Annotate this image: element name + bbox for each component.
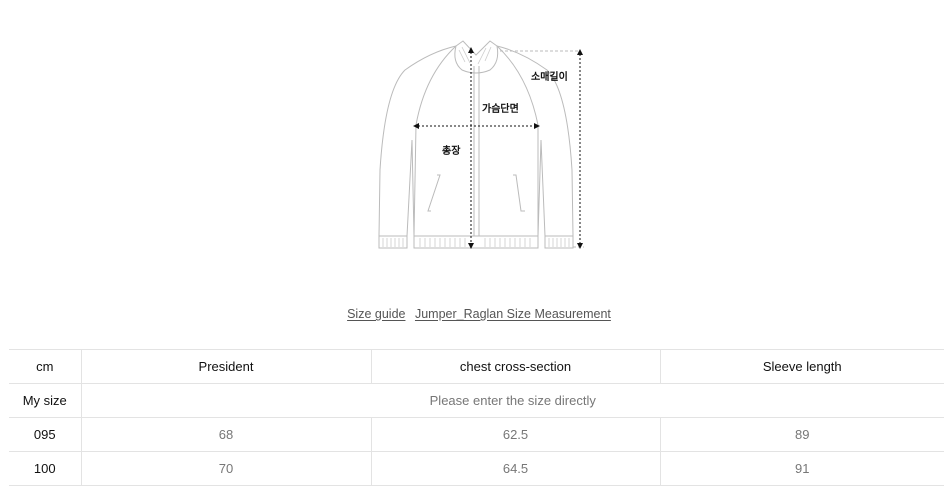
sleeve-length-label: 소매길이: [531, 70, 568, 83]
size-guide-link[interactable]: Size guide: [347, 307, 406, 321]
size-label: 095: [9, 417, 81, 452]
total-length-label: 총장: [442, 144, 461, 157]
header-chest: chest cross-section: [370, 349, 660, 384]
my-size-input[interactable]: Please enter the size directly: [80, 383, 944, 418]
measurement-title-link[interactable]: Jumper_Raglan Size Measurement: [414, 307, 611, 321]
chest-label: 가슴단면: [482, 102, 519, 115]
jacket-measurement-diagram: 소매길이 가슴단면 총장: [378, 40, 584, 249]
my-size-row: My size Please enter the size directly: [9, 383, 944, 418]
size-label: 100: [9, 451, 81, 486]
table-row: 095 68 62.5 89: [9, 417, 944, 452]
header-sleeve: Sleeve length: [659, 349, 944, 384]
cell-total-length: 70: [80, 451, 371, 486]
cell-sleeve: 89: [659, 417, 944, 452]
table-row: 100 70 64.5 91: [9, 451, 944, 486]
size-guide-caption: Size guide Jumper_Raglan Size Measuremen…: [0, 307, 944, 321]
size-table: cm President chest cross-section Sleeve …: [9, 349, 944, 486]
cell-chest: 62.5: [370, 417, 660, 452]
cell-total-length: 68: [80, 417, 371, 452]
cell-chest: 64.5: [370, 451, 660, 486]
my-size-label: My size: [9, 383, 81, 418]
table-header-row: cm President chest cross-section Sleeve …: [9, 349, 944, 384]
cell-sleeve: 91: [659, 451, 944, 486]
header-unit: cm: [9, 349, 81, 384]
header-total-length: President: [80, 349, 371, 384]
